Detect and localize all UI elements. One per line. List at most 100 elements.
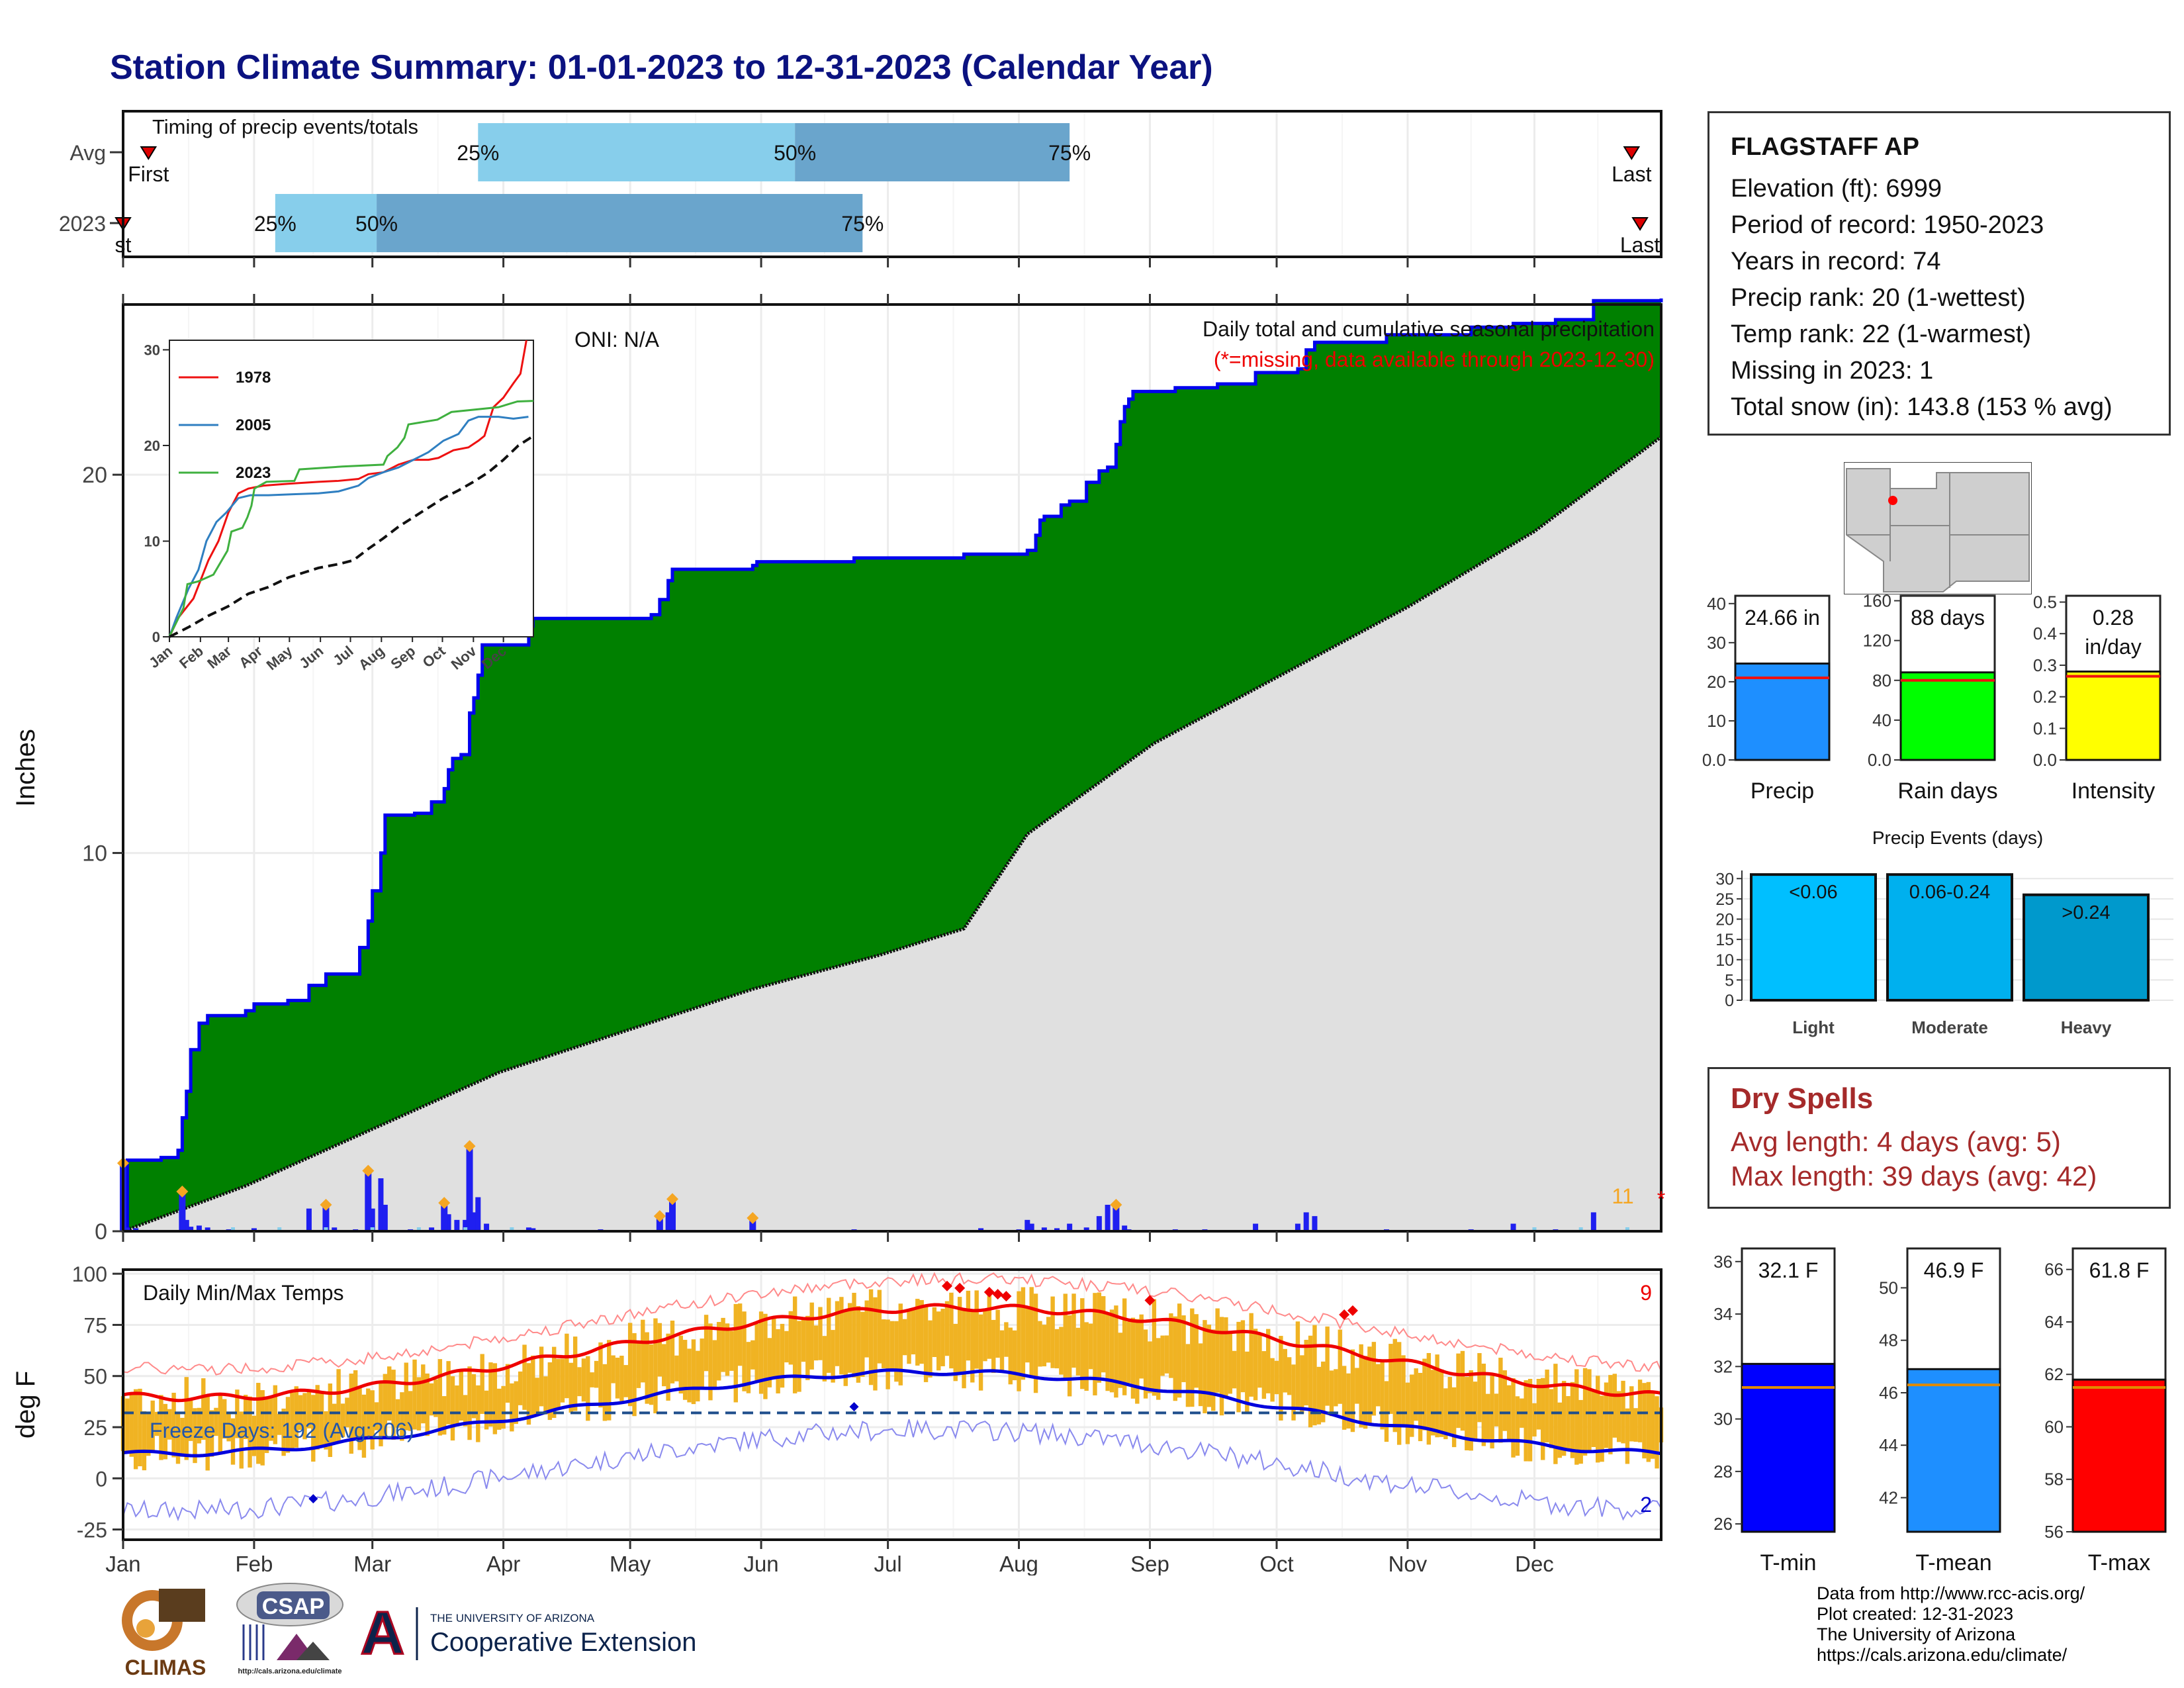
summary-bar-y-tick-label: 0.5 — [2033, 592, 2057, 612]
temp-daily-bar — [357, 1388, 362, 1450]
temp-daily-bar — [1469, 1370, 1473, 1451]
temp-daily-bar — [898, 1303, 903, 1385]
temp-daily-bar — [1422, 1358, 1427, 1430]
temp-y-tick-label: 0 — [95, 1467, 107, 1491]
temp-daily-bar — [1515, 1396, 1520, 1456]
temp-daily-bar — [328, 1383, 333, 1458]
precip-daily-bar — [179, 1192, 186, 1231]
summary-bar-y-tick-label: 50 — [1879, 1278, 1898, 1297]
temp-daily-bar — [395, 1399, 400, 1428]
temp-daily-bar — [1410, 1374, 1414, 1437]
temp-daily-bar — [1139, 1314, 1144, 1379]
temp-daily-bar — [1198, 1343, 1203, 1407]
precip-events-y-tick-label: 10 — [1715, 951, 1734, 970]
temp-daily-bar — [455, 1385, 459, 1427]
timing-last-marker — [1631, 217, 1649, 231]
summary-bar-value — [2065, 670, 2161, 761]
temp-daily-bar — [492, 1363, 498, 1434]
temp-daily-bar — [995, 1309, 1000, 1358]
temp-daily-bar — [1190, 1308, 1195, 1407]
temp-daily-bar — [159, 1395, 163, 1460]
precip-event-marker — [747, 1212, 759, 1224]
temp-daily-bar — [818, 1307, 823, 1360]
temp-record-low-count: 2 — [1640, 1493, 1652, 1517]
temp-avg-max-line — [122, 1303, 1662, 1403]
temp-daily-bar — [1071, 1293, 1076, 1368]
temp-daily-bar — [1494, 1393, 1499, 1427]
precip-daily-bar — [1312, 1216, 1318, 1231]
summary-bar-y-tick-label: 0.0 — [2033, 750, 2057, 770]
temp-daily-bar — [1561, 1381, 1567, 1456]
precip-event-marker — [362, 1164, 375, 1177]
temp-daily-bar — [471, 1374, 477, 1419]
temp-record-low-marker — [849, 1402, 859, 1412]
temp-daily-bar — [311, 1395, 316, 1462]
precip-events-category: Moderate — [1911, 1017, 1988, 1037]
summary-bar-y-tick-label: 34 — [1713, 1304, 1733, 1324]
temp-x-tick-label: Jul — [874, 1552, 902, 1575]
temp-daily-bar — [717, 1322, 721, 1381]
temp-daily-bar — [547, 1362, 553, 1421]
precip-trace-marker — [1625, 1227, 1629, 1231]
precip-daily-bar — [665, 1212, 671, 1231]
precip-daily-bar — [1122, 1225, 1128, 1231]
temp-daily-bar — [1316, 1366, 1322, 1425]
precip-daily-bar — [1096, 1216, 1102, 1231]
temp-y-tick-label: 75 — [83, 1313, 107, 1337]
temp-daily-bar — [1291, 1364, 1296, 1421]
temp-daily-bar — [704, 1315, 709, 1372]
precip-events-category: Light — [1792, 1017, 1835, 1037]
station-elevation: Elevation (ft): 6999 — [1731, 175, 1942, 203]
temp-daily-bar — [987, 1291, 992, 1359]
precip-event-marker — [438, 1197, 451, 1209]
precip-missing-marker: * — [1657, 1187, 1665, 1211]
temp-daily-bar — [831, 1330, 835, 1383]
precip-trace-marker — [510, 1227, 514, 1231]
summary-bar-label: T-mean — [1915, 1550, 1991, 1575]
oni-label: ONI: N/A — [574, 328, 660, 352]
temp-daily-bar — [1405, 1382, 1410, 1444]
temp-daily-bar — [1392, 1338, 1397, 1432]
temp-daily-bar — [1308, 1335, 1313, 1428]
temp-daily-bar — [269, 1397, 273, 1441]
temp-daily-bar — [907, 1309, 911, 1364]
precip-events-category: Heavy — [2061, 1017, 2112, 1037]
precip-daily-bar — [365, 1170, 372, 1231]
temp-daily-bar — [505, 1364, 510, 1403]
temp-daily-bar — [1080, 1298, 1085, 1389]
temp-daily-bar — [712, 1340, 717, 1387]
temp-daily-bar — [641, 1319, 645, 1383]
temp-daily-bar — [251, 1415, 257, 1456]
temp-daily-bar — [1249, 1313, 1253, 1397]
temp-daily-bar — [1566, 1396, 1570, 1449]
station-location-marker — [1888, 496, 1897, 505]
precip-event-marker — [653, 1210, 666, 1223]
temp-x-tick-label: Apr — [486, 1552, 520, 1575]
temp-daily-bar — [175, 1413, 181, 1464]
precip-events-title: Precip Events (days) — [1872, 827, 2043, 848]
temp-daily-bar — [1169, 1313, 1173, 1378]
precip-note-title: Daily total and cumulative seasonal prec… — [1203, 317, 1655, 341]
temp-daily-bar — [827, 1297, 831, 1373]
precip-daily-bar — [466, 1146, 473, 1231]
precip-events-y-tick-label: 25 — [1715, 890, 1734, 909]
temp-daily-bar — [636, 1341, 641, 1388]
temp-daily-bar — [611, 1355, 615, 1383]
precip-daily-bar — [369, 1208, 375, 1231]
temp-y-tick-label: 50 — [83, 1365, 107, 1389]
precip-daily-bar — [1113, 1205, 1120, 1231]
temp-daily-bar — [535, 1378, 539, 1415]
temp-daily-bar — [1181, 1315, 1186, 1382]
temp-daily-bar — [889, 1321, 895, 1371]
inset-legend-label: 2023 — [236, 464, 271, 482]
temp-daily-bar — [1046, 1317, 1051, 1363]
temp-daily-bar — [476, 1385, 480, 1442]
dry-spells-avg: Avg length: 4 days (avg: 5) — [1731, 1126, 2061, 1157]
timing-quartile-label: 25% — [457, 141, 499, 165]
summary-bar-value-label: 24.66 in — [1745, 606, 1820, 630]
precip-trace-marker — [1532, 1227, 1537, 1231]
precip-y-axis-label: Inches — [11, 729, 40, 807]
summary-bar-y-tick-label: 46 — [1879, 1383, 1898, 1403]
precip-frame — [122, 303, 1662, 1233]
